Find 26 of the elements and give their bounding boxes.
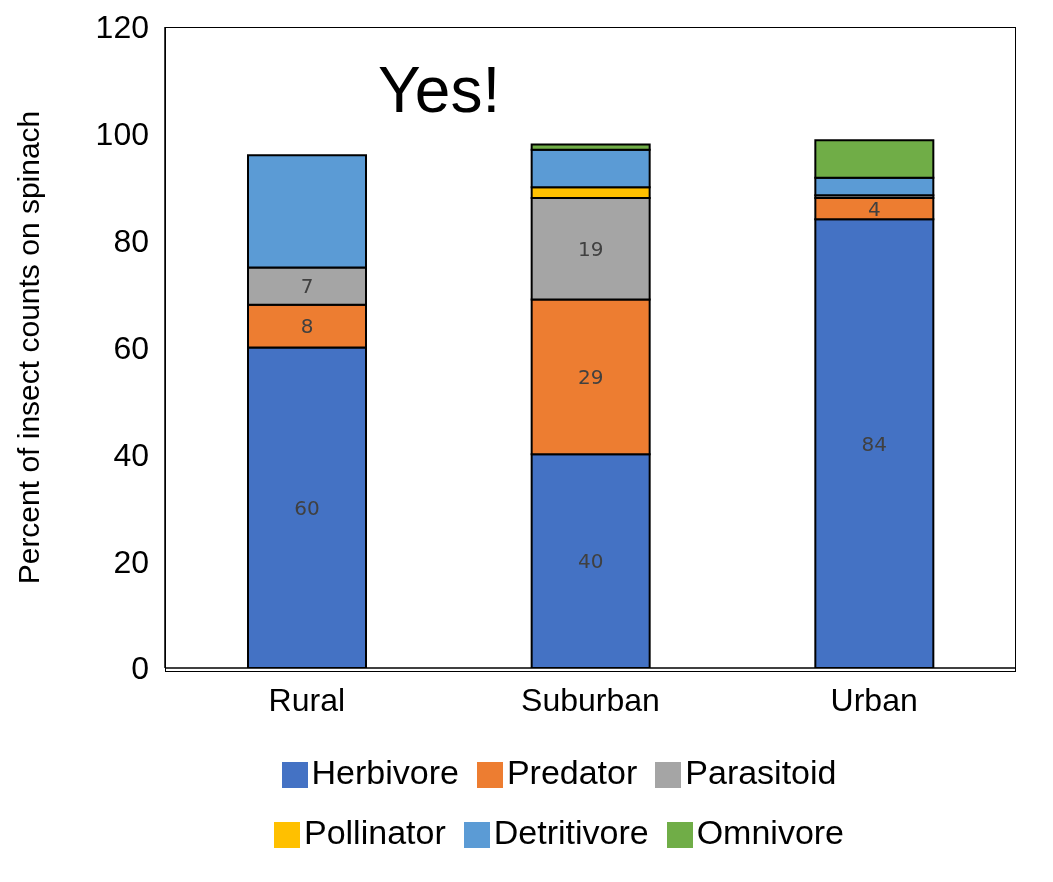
y-tick-label: 40 bbox=[113, 436, 149, 473]
y-tick-label: 120 bbox=[95, 9, 149, 46]
legend-label: Detritivore bbox=[493, 813, 649, 851]
legend-label: Omnivore bbox=[696, 813, 845, 851]
y-tick-label: 60 bbox=[113, 329, 149, 366]
x-tick-label: Suburban bbox=[521, 681, 660, 718]
y-axis-title: Percent of insect counts on spinach bbox=[11, 110, 45, 585]
x-tick-label: Rural bbox=[268, 681, 346, 718]
y-tick-label: 80 bbox=[113, 223, 149, 260]
legend-label: Herbivore bbox=[311, 753, 459, 791]
y-tick-label: 20 bbox=[113, 543, 149, 580]
legend-label: Parasitoid bbox=[685, 753, 837, 791]
data-label: 60 bbox=[294, 495, 320, 520]
x-tick-label: Urban bbox=[830, 681, 918, 718]
data-label: 29 bbox=[577, 364, 604, 389]
data-label: 19 bbox=[577, 236, 604, 261]
y-tick-label: 100 bbox=[95, 116, 149, 153]
annotation: Yes! bbox=[378, 53, 501, 127]
data-label: 40 bbox=[577, 549, 604, 574]
data-label: 7 bbox=[300, 274, 314, 299]
legend-label: Pollinator bbox=[303, 813, 446, 851]
legend-label: Predator bbox=[506, 753, 638, 791]
data-label: 84 bbox=[861, 431, 888, 456]
data-label: 4 bbox=[867, 196, 881, 221]
y-tick-label: 0 bbox=[131, 650, 149, 687]
data-label: 8 bbox=[300, 314, 314, 339]
